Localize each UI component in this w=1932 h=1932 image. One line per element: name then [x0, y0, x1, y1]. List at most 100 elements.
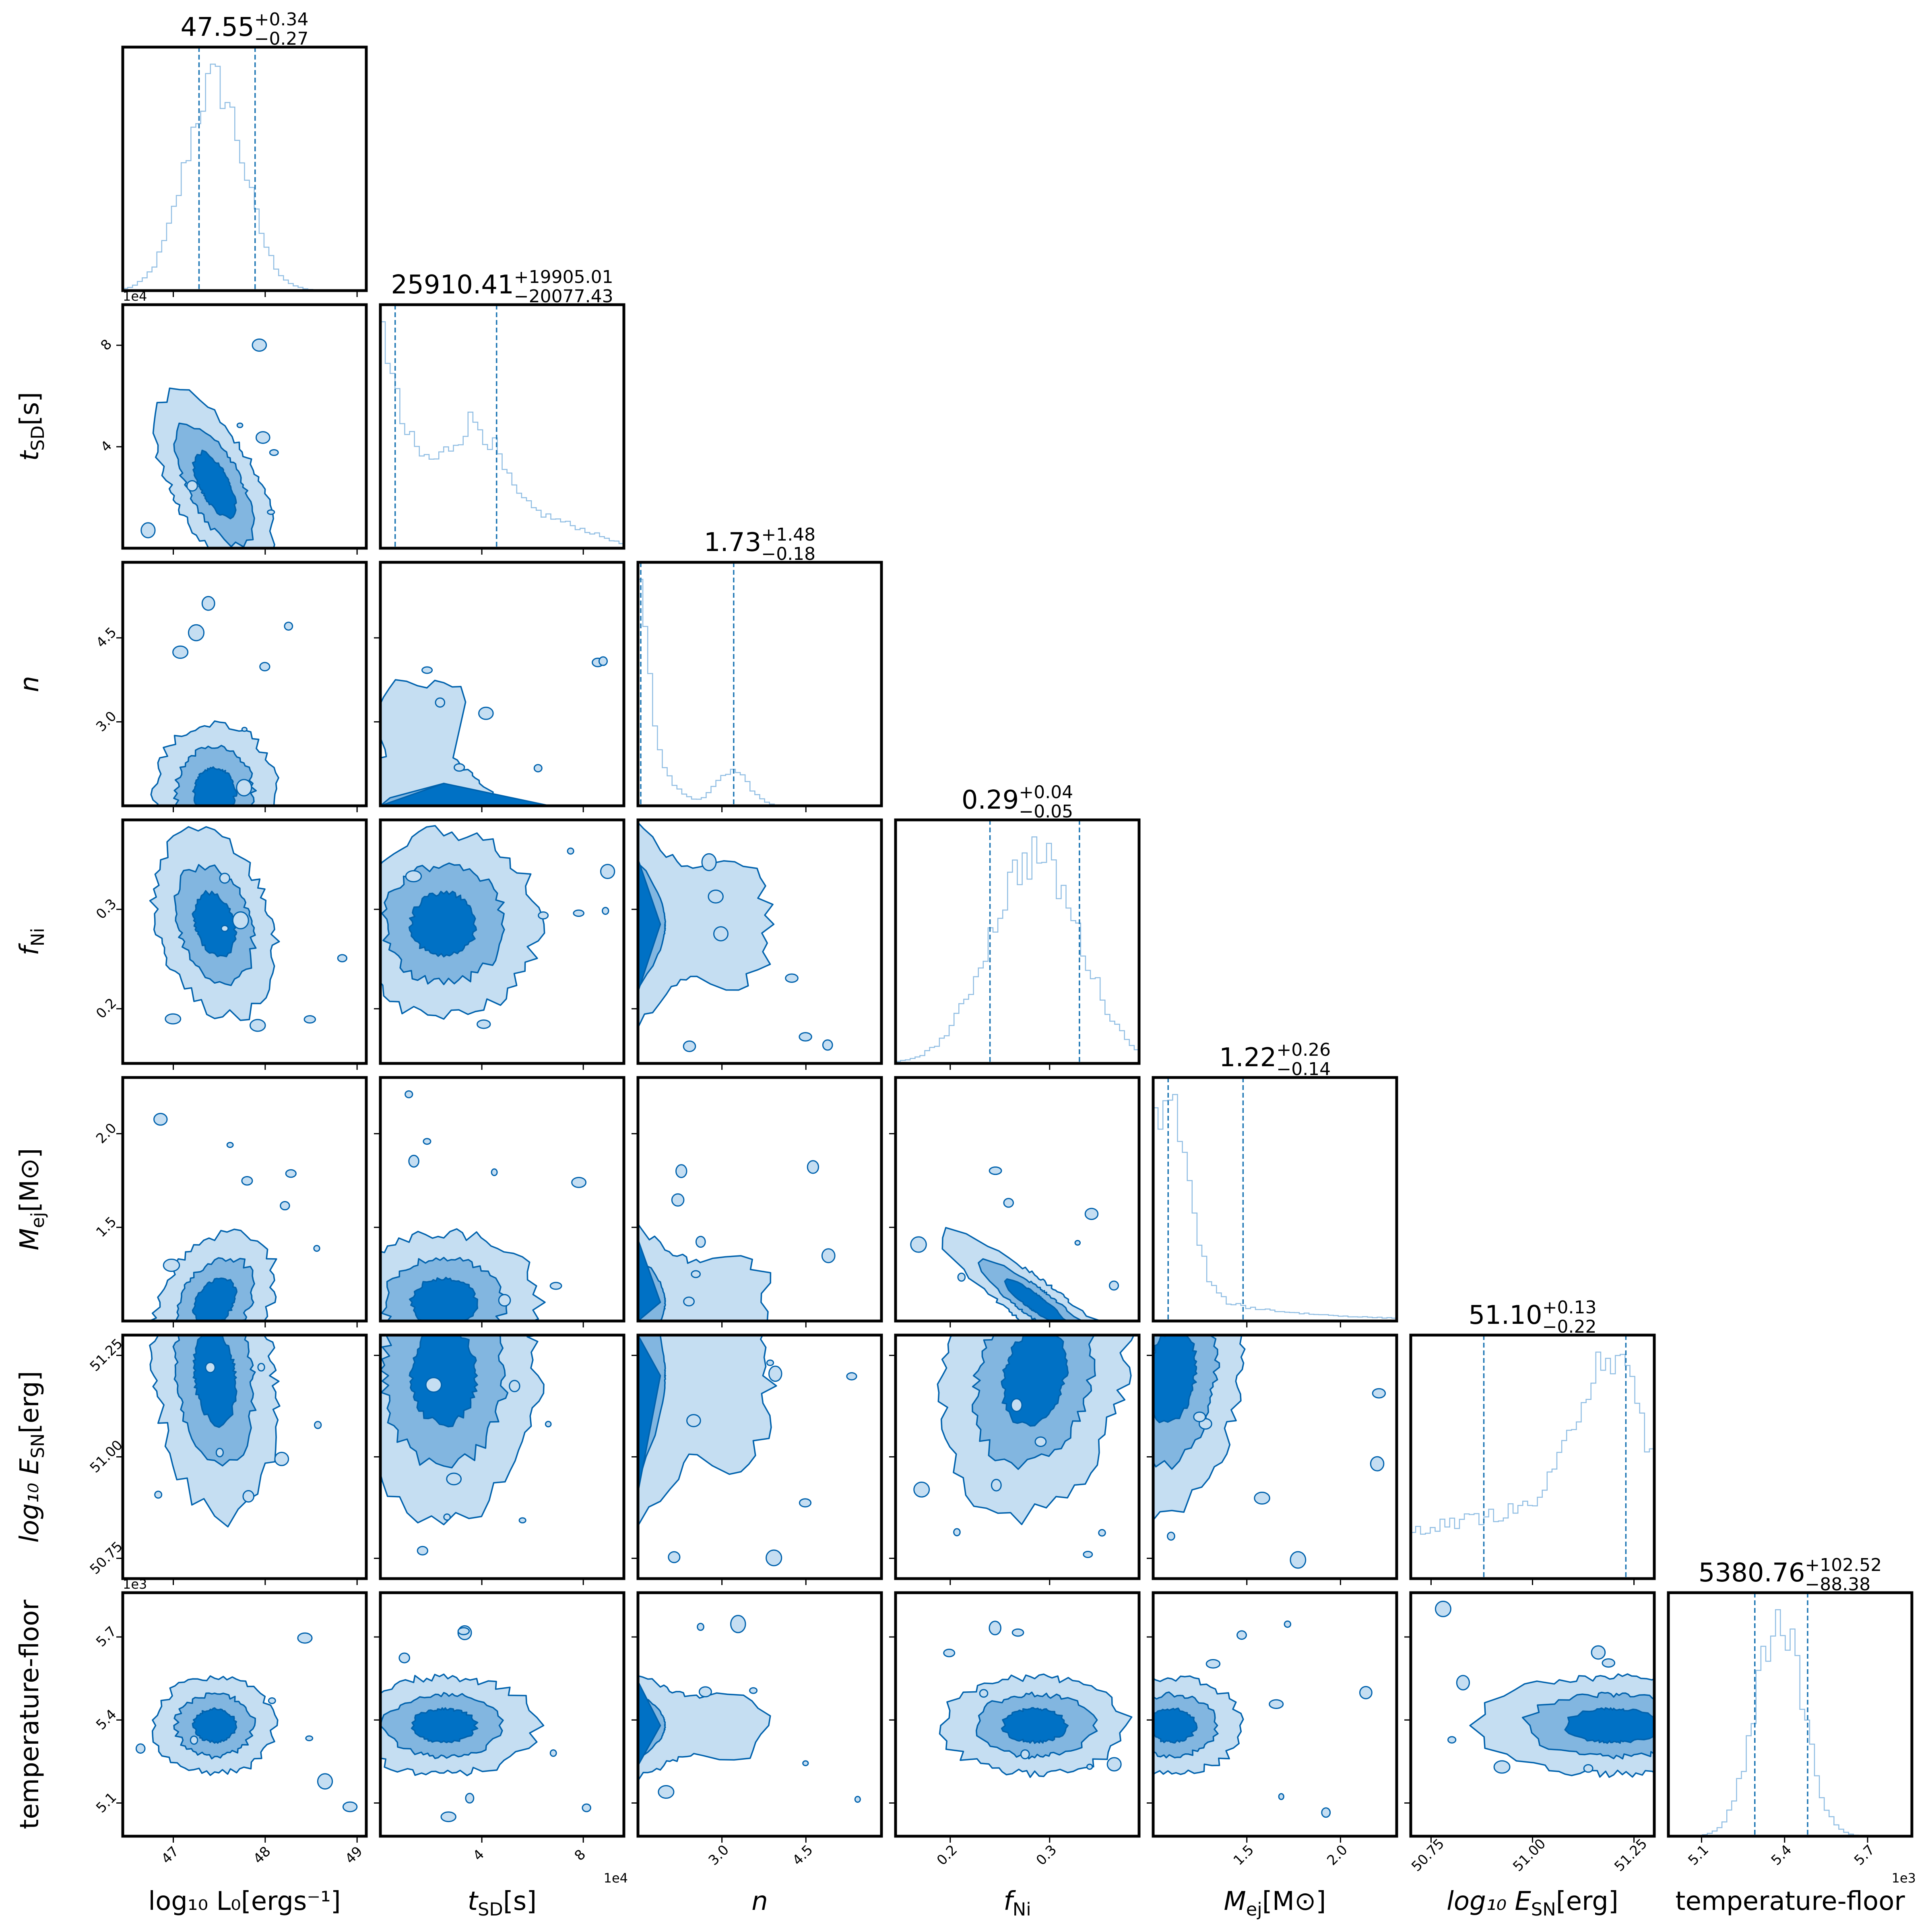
y-tick-label-n: 4.5: [93, 624, 120, 651]
contour-island: [697, 1622, 704, 1631]
y-tick-label-mej: 1.5: [93, 1214, 120, 1241]
contour-island: [807, 1160, 819, 1174]
panel-title-L0: 47.55+0.34: [180, 9, 308, 42]
contour-island: [443, 1513, 451, 1521]
contour-island: [313, 1245, 320, 1252]
contour-island: [405, 870, 422, 883]
contour-island: [943, 1649, 956, 1657]
contour-island: [602, 907, 609, 915]
x-tick-label-L0: 47: [158, 1843, 182, 1867]
contour-island: [425, 1377, 442, 1393]
contour-island: [477, 1019, 491, 1029]
y-tick-label-tsd: 8: [97, 336, 115, 354]
contour-island: [1591, 1645, 1606, 1660]
contour-island: [1602, 1658, 1616, 1668]
contour-island: [314, 1421, 322, 1429]
contour-island: [1003, 1198, 1014, 1208]
panel-frame: [894, 818, 1141, 1065]
contour-island: [241, 727, 248, 732]
contour-island: [675, 1164, 687, 1178]
histogram-step-n: [638, 579, 881, 806]
contour-panel-n-fni: [632, 818, 883, 1070]
contour-island: [284, 621, 293, 631]
contour-level-3: [638, 1627, 661, 1833]
contour-island: [140, 522, 156, 539]
x-offset-label-tsd: 1e4: [604, 1870, 628, 1886]
contour-panel-fni-tfloor: 0.2 0.3: [889, 1591, 1141, 1869]
contour-level-3: [1001, 1707, 1069, 1744]
histogram-panel-fni: 0.29+0.04−0.05: [894, 782, 1141, 1070]
contour-island: [957, 1272, 966, 1282]
contour-level-3: [1153, 1335, 1198, 1423]
contour-island: [1011, 1628, 1024, 1637]
contour-level-1: [941, 1227, 1131, 1321]
contour-island: [498, 1294, 511, 1307]
contour-island: [1435, 1600, 1451, 1617]
contour-panel-tsd-n: [374, 561, 625, 812]
contour-island: [913, 1481, 930, 1498]
contour-panel-L0-fni: 0.2 0.3: [93, 818, 368, 1070]
contour-island: [910, 1236, 927, 1253]
contour-island: [268, 1697, 276, 1704]
y-axis-label-fni: fNi: [15, 928, 48, 956]
contour-level-3: [1004, 1278, 1068, 1321]
x-axis-label-L0: log₁₀ L₀[ergs⁻¹]: [148, 1887, 341, 1916]
panel-title-tsd: 25910.41+19905.01: [391, 267, 613, 300]
contour-island: [1098, 1529, 1106, 1537]
contour-island: [1106, 1757, 1122, 1772]
contour-island: [1236, 1630, 1247, 1640]
histogram-panel-tsd: 25910.41+19905.01−20077.43: [379, 267, 625, 555]
panel-frame: [894, 1591, 1141, 1838]
contour-island: [478, 706, 494, 720]
contour-level-3: [409, 1277, 479, 1321]
contour-island: [698, 1686, 712, 1698]
contour-island: [242, 1490, 255, 1503]
x-axis-label-tfloor: temperature-floor: [1675, 1887, 1905, 1916]
x-tick-label-fni: 0.2: [934, 1842, 961, 1869]
contour-island: [1254, 1491, 1270, 1505]
contour-island: [303, 1015, 316, 1024]
contour-island: [545, 1421, 552, 1428]
contour-panel-fni-esn: [889, 1333, 1141, 1585]
contour-island: [165, 1013, 182, 1025]
contour-island: [1167, 1532, 1175, 1541]
contour-island: [1205, 1659, 1221, 1669]
contour-island: [337, 954, 348, 962]
panel-frame: [894, 1076, 1141, 1323]
contour-island: [491, 1168, 498, 1177]
contour-island: [1290, 1551, 1307, 1569]
contour-island: [285, 1169, 297, 1178]
contour-island: [135, 1743, 146, 1754]
contour-island: [573, 909, 585, 917]
panel-frame: [379, 303, 625, 550]
contour-island: [658, 1785, 675, 1799]
contour-island: [799, 1032, 812, 1042]
contour-island: [226, 1142, 234, 1148]
panel-frame: [379, 1076, 625, 1323]
contour-island: [668, 1551, 681, 1563]
contour-island: [708, 890, 724, 904]
panel-frame: [121, 303, 368, 550]
contour-level-3: [638, 1150, 661, 1321]
panel-frame: [379, 561, 625, 807]
contour-island: [153, 1113, 168, 1126]
contour-level-3: [192, 890, 237, 958]
contour-island: [1370, 1456, 1385, 1472]
contour-level-1: [638, 1595, 771, 1836]
x-axis-label-n: n: [751, 1887, 768, 1916]
contour-island: [854, 1796, 861, 1803]
panel-frame: [1667, 1591, 1913, 1838]
contour-island: [201, 596, 215, 611]
contour-island: [454, 763, 465, 772]
contour-island: [236, 422, 244, 428]
contour-island: [600, 864, 615, 879]
contour-island: [398, 1652, 411, 1664]
contour-island: [768, 1365, 782, 1382]
y-tick-label-fni: 0.3: [93, 896, 120, 923]
contour-level-3: [638, 1335, 661, 1579]
contour-island: [421, 666, 433, 674]
contour-level-3: [192, 766, 238, 806]
contour-level-3: [408, 890, 477, 958]
contour-island: [683, 1040, 696, 1052]
